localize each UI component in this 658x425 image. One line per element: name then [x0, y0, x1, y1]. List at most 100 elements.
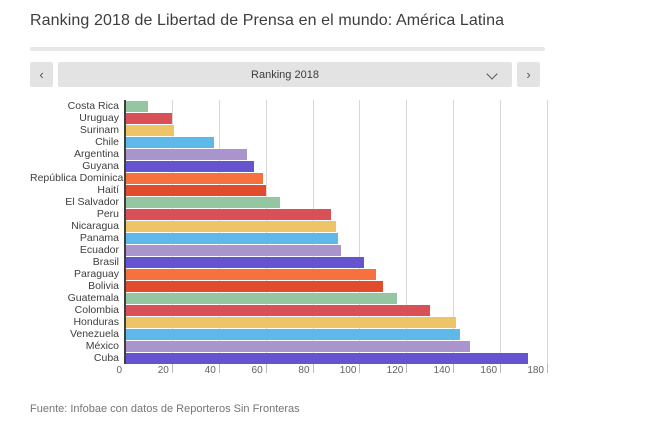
- bar-track: [125, 148, 547, 160]
- category-label: Bolivia: [88, 280, 119, 292]
- tick-label: 40: [204, 365, 216, 376]
- bar[interactable]: [125, 316, 456, 328]
- next-series-button[interactable]: ›: [517, 62, 540, 87]
- bar-track: [125, 184, 547, 196]
- bar-track: [125, 256, 547, 268]
- bar[interactable]: [125, 352, 529, 364]
- bar-track: [125, 172, 547, 184]
- bar-track: [125, 352, 547, 364]
- chart-row: Costa Rica: [30, 100, 547, 112]
- chart-row: Ecuador: [30, 244, 547, 256]
- bar[interactable]: [125, 184, 266, 196]
- bar[interactable]: [125, 148, 247, 160]
- chevron-down-icon: [486, 68, 498, 80]
- chart-row: República Dominicana: [30, 172, 547, 184]
- chart-row: Venezuela: [30, 328, 547, 340]
- bar-track: [125, 268, 547, 280]
- bar-track: [125, 304, 547, 316]
- bar[interactable]: [125, 256, 365, 268]
- title-divider: [30, 47, 545, 51]
- gridline-100: [359, 100, 361, 364]
- gridline-60: [265, 100, 267, 364]
- tick-mark: [500, 364, 502, 373]
- bar[interactable]: [125, 220, 336, 232]
- bar-track: [125, 280, 547, 292]
- chart-row: Nicaragua: [30, 220, 547, 232]
- bar-track: [125, 100, 547, 112]
- prev-series-button[interactable]: ‹: [30, 62, 53, 87]
- category-label: El Salvador: [65, 196, 119, 208]
- tick-label: 160: [480, 365, 498, 376]
- bar-track: [125, 208, 547, 220]
- category-label: Peru: [96, 208, 119, 220]
- tick-label: 80: [298, 365, 310, 376]
- bar[interactable]: [125, 292, 397, 304]
- chevron-right-icon: ›: [526, 67, 531, 82]
- chart-row: Peru: [30, 208, 547, 220]
- bar[interactable]: [125, 100, 149, 112]
- bar[interactable]: [125, 160, 254, 172]
- category-label: Haití: [97, 184, 119, 196]
- tick-label: 20: [157, 365, 169, 376]
- tick-mark: [265, 364, 267, 373]
- bar[interactable]: [125, 208, 332, 220]
- category-label: Panama: [79, 232, 119, 244]
- category-label: México: [85, 340, 119, 352]
- bar[interactable]: [125, 112, 172, 124]
- tick-mark: [312, 364, 314, 373]
- bar-track: [125, 160, 547, 172]
- bar[interactable]: [125, 340, 470, 352]
- chart-row: Surinam: [30, 124, 547, 136]
- series-dropdown[interactable]: Ranking 2018: [58, 62, 512, 87]
- tick-mark: [547, 364, 548, 373]
- chart-row: Haití: [30, 184, 547, 196]
- bar[interactable]: [125, 268, 376, 280]
- chevron-left-icon: ‹: [39, 67, 44, 82]
- bar[interactable]: [125, 304, 430, 316]
- bar-rows: Costa Rica Uruguay Surinam Chile Argentina Gu…: [30, 100, 547, 364]
- chart-row: Brasil: [30, 256, 547, 268]
- tick-mark: [218, 364, 220, 373]
- category-label: Brasil: [92, 256, 119, 268]
- bar-track: [125, 112, 547, 124]
- chart-row: Bolivia: [30, 280, 547, 292]
- tick-label: 0: [116, 365, 122, 376]
- tick-label: 180: [527, 365, 544, 376]
- bar[interactable]: [125, 124, 175, 136]
- category-label: Cuba: [93, 352, 119, 364]
- chart-row: Guyana: [30, 160, 547, 172]
- series-dropdown-label: Ranking 2018: [251, 68, 319, 81]
- gridline-80: [312, 100, 314, 364]
- bar-track: [125, 136, 547, 148]
- chart-row: Chile: [30, 136, 547, 148]
- bar[interactable]: [125, 136, 215, 148]
- gridline-40: [218, 100, 220, 364]
- bar-track: [125, 340, 547, 352]
- tick-label: 60: [251, 365, 263, 376]
- gridline-180: [547, 100, 548, 364]
- chart-row: El Salvador: [30, 196, 547, 208]
- category-label: Ecuador: [79, 244, 119, 256]
- source-note: Fuente: Infobae con datos de Reporteros …: [30, 403, 300, 415]
- chart-row: Argentina: [30, 148, 547, 160]
- category-label: Argentina: [74, 148, 119, 160]
- bar[interactable]: [125, 172, 264, 184]
- bar[interactable]: [125, 196, 280, 208]
- bar[interactable]: [125, 280, 383, 292]
- bar[interactable]: [125, 244, 341, 256]
- chart-row: Honduras: [30, 316, 547, 328]
- gridline-160: [500, 100, 502, 364]
- bar-track: [125, 316, 547, 328]
- gridline-140: [453, 100, 455, 364]
- category-label: República Dominicana: [30, 172, 136, 184]
- category-label: Venezuela: [69, 328, 119, 340]
- category-label: Paraguay: [74, 268, 119, 280]
- category-label: Costa Rica: [67, 100, 119, 112]
- x-axis-ticks: 0 20 40 60 80 100 120 140 160 180: [30, 364, 548, 378]
- tick-label: 120: [386, 365, 404, 376]
- bar[interactable]: [125, 232, 339, 244]
- page-title: Ranking 2018 de Libertad de Prensa en el…: [30, 12, 505, 29]
- bar[interactable]: [125, 328, 461, 340]
- tick-mark: [171, 364, 173, 373]
